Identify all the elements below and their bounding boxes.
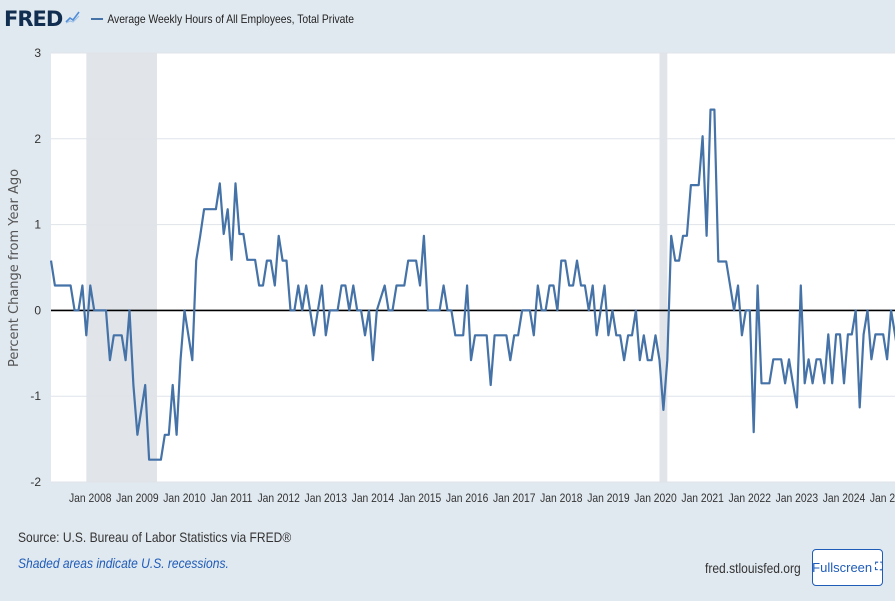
x-tick-label: Jan 2023 (776, 492, 818, 505)
x-tick-label: Jan 2017 (493, 492, 535, 505)
legend-swatch (91, 18, 104, 20)
x-tick-label: Jan 2011 (211, 492, 253, 505)
series-line (49, 108, 895, 461)
recession-note: Shaded areas indicate U.S. recessions. (18, 555, 229, 571)
x-tick-label: Jan 2025 (870, 492, 895, 505)
legend[interactable]: Average Weekly Hours of All Employees, T… (91, 12, 354, 26)
fred-logo[interactable]: FRED (4, 7, 63, 31)
x-tick-label: Jan 2016 (446, 492, 488, 505)
chart-header: FRED Average Weekly Hours of All Employe… (0, 0, 895, 38)
trend-line-icon (65, 11, 80, 24)
legend-label: Average Weekly Hours of All Employees, T… (107, 12, 355, 26)
fred-url[interactable]: fred.stlouisfed.org (705, 560, 801, 576)
y-tick-label: -2 (30, 475, 41, 489)
x-tick-label: Jan 2008 (69, 492, 111, 505)
x-tick-label: Jan 2022 (729, 492, 771, 505)
x-tick-label: Jan 2014 (352, 492, 394, 505)
expand-icon: ⛶ (875, 561, 883, 573)
source-text: Source: U.S. Bureau of Labor Statistics … (18, 529, 292, 545)
plot-area: -2 -1 0 1 2 3 Jan 2008 Jan 2009 Jan 2010 Jan 2011… (30, 46, 895, 505)
fullscreen-label: Fullscreen (812, 560, 873, 575)
x-tick-label: Jan 2010 (163, 492, 205, 505)
recession-band (659, 53, 668, 482)
x-tick-label: Jan 2012 (257, 492, 299, 505)
x-tick-label: Jan 2021 (681, 492, 723, 505)
y-tick-label: 1 (34, 218, 41, 232)
x-tick-label: Jan 2024 (823, 492, 865, 505)
chart-area[interactable]: Percent Change from Year Ago -2 -1 0 1 2 3 Jan… (0, 38, 895, 508)
y-tick-label: 0 (34, 303, 41, 317)
x-tick-label: Jan 2009 (116, 492, 158, 505)
x-tick-label: Jan 2013 (305, 492, 347, 505)
y-tick-label: 3 (34, 46, 41, 60)
y-tick-label: -1 (30, 389, 41, 403)
y-axis-label: Percent Change from Year Ago (7, 169, 22, 367)
recession-band (86, 53, 157, 482)
fullscreen-button[interactable]: Fullscreen ⛶ (812, 549, 883, 586)
x-tick-label: Jan 2015 (399, 492, 441, 505)
x-tick-label: Jan 2020 (634, 492, 676, 505)
x-tick-label: Jan 2019 (587, 492, 629, 505)
x-tick-label: Jan 2018 (540, 492, 582, 505)
y-tick-label: 2 (34, 132, 41, 146)
